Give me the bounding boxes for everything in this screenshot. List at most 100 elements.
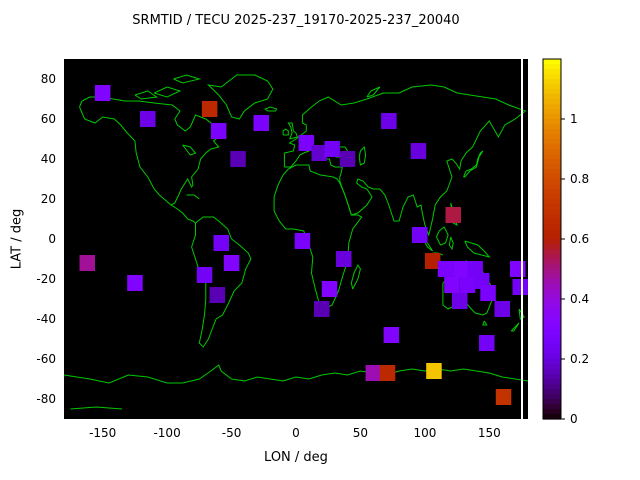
colorbar-gradient-segment — [543, 264, 561, 270]
colorbar-gradient-segment — [543, 164, 561, 170]
coastline — [464, 240, 491, 258]
colorbar-gradient-segment — [543, 204, 561, 210]
coastline — [463, 150, 484, 178]
tec-cell — [140, 111, 156, 127]
tec-cell — [213, 235, 229, 251]
y-tick-label: -80 — [36, 392, 56, 406]
colorbar-gradient-segment — [543, 109, 561, 115]
colorbar-gradient-segment — [543, 399, 561, 405]
coastline — [206, 74, 274, 120]
coastline — [287, 122, 298, 140]
tec-cell — [324, 141, 340, 157]
tec-cell — [512, 279, 528, 295]
colorbar-tick-label: 0.8 — [570, 172, 589, 186]
tec-cell — [339, 151, 356, 167]
colorbar-gradient-segment — [543, 104, 561, 110]
colorbar-gradient-segment — [543, 64, 561, 70]
colorbar-gradient-segment — [543, 224, 561, 230]
colorbar-gradient-segment — [543, 189, 561, 195]
colorbar-gradient-segment — [543, 74, 561, 80]
colorbar-gradient-segment — [543, 344, 561, 350]
colorbar-gradient-segment — [543, 324, 561, 330]
tec-cell — [210, 123, 227, 139]
colorbar-gradient-segment — [543, 244, 561, 250]
y-tick-label: -60 — [36, 352, 56, 366]
coastline — [170, 204, 196, 224]
tec-cell — [510, 261, 526, 277]
coastline — [264, 106, 278, 112]
colorbar-gradient-segment — [543, 389, 561, 395]
colorbar-gradient-segment — [543, 384, 561, 390]
map-layer — [64, 74, 528, 410]
y-tick-label: 20 — [41, 192, 56, 206]
tec-cell — [494, 301, 510, 317]
y-tick-label: -20 — [36, 272, 56, 286]
colorbar-gradient-segment — [543, 404, 561, 410]
colorbar-gradient-segment — [543, 369, 561, 375]
colorbar-gradient-segment — [543, 349, 561, 355]
colorbar-gradient-segment — [543, 184, 561, 190]
colorbar-gradient-segment — [543, 359, 561, 365]
tec-cell — [223, 255, 240, 271]
coastline — [282, 128, 289, 136]
coastline — [518, 308, 525, 320]
colorbar-gradient-segment — [543, 414, 561, 420]
colorbar-gradient-segment — [543, 254, 561, 260]
tec-cell — [94, 85, 111, 101]
colorbar-gradient-segment — [543, 314, 561, 320]
colorbar-tick-label: 0 — [570, 412, 578, 426]
colorbar-gradient-segment — [543, 84, 561, 90]
tec-cell — [79, 255, 95, 271]
tec-cell — [479, 335, 495, 351]
tec-cell — [452, 293, 468, 309]
colorbar-gradient-segment — [543, 129, 561, 135]
x-tick-label: 100 — [413, 426, 436, 440]
colorbar-tick-label: 0.2 — [570, 352, 589, 366]
tec-cell — [336, 251, 352, 267]
tec-cell — [453, 261, 469, 277]
tec-cell — [412, 227, 428, 243]
tec-cell — [253, 115, 269, 131]
colorbar-tick-label: 0.4 — [570, 292, 589, 306]
colorbar-gradient-segment — [543, 169, 561, 175]
colorbar-gradient-segment — [543, 134, 561, 140]
tec-cell — [495, 389, 512, 405]
colorbar-gradient-segment — [543, 374, 561, 380]
x-tick-label: 0 — [292, 426, 300, 440]
y-tick-label: 60 — [41, 112, 56, 126]
coastline — [273, 164, 363, 310]
colorbar-gradient-segment — [543, 179, 561, 185]
coastline — [134, 90, 159, 100]
colorbar-gradient-segment — [543, 334, 561, 340]
x-tick-label: -50 — [222, 426, 242, 440]
coastline — [366, 86, 381, 98]
tec-cell — [294, 233, 311, 249]
colorbar-gradient-segment — [543, 59, 561, 65]
colorbar-gradient-segment — [543, 279, 561, 285]
x-axis-label: LON / deg — [264, 450, 328, 465]
tec-cell — [437, 261, 454, 277]
tec-cell — [424, 253, 441, 269]
colorbar-gradient-segment — [543, 234, 561, 240]
colorbar-gradient-segment — [543, 339, 561, 345]
colorbar-gradient-segment — [543, 199, 561, 205]
x-tick-label: 150 — [478, 426, 501, 440]
colorbar-gradient-segment — [543, 364, 561, 370]
coastline — [79, 96, 222, 206]
tec-cell — [480, 285, 496, 301]
colorbar-gradient-segment — [543, 174, 561, 180]
colorbar-gradient-segment — [543, 69, 561, 75]
tec-cell — [365, 365, 382, 381]
tec-cell — [201, 101, 218, 117]
colorbar-gradient-segment — [543, 409, 561, 415]
plot-right-separator — [521, 59, 523, 419]
coastline — [64, 364, 528, 384]
colorbar-gradient-segment — [543, 394, 561, 400]
coastline — [350, 263, 361, 290]
colorbar-gradient-segment — [543, 299, 561, 305]
y-tick-label: 40 — [41, 152, 56, 166]
tec-cell — [196, 267, 213, 283]
x-tick-label: -100 — [153, 426, 180, 440]
tec-cell — [383, 327, 400, 343]
